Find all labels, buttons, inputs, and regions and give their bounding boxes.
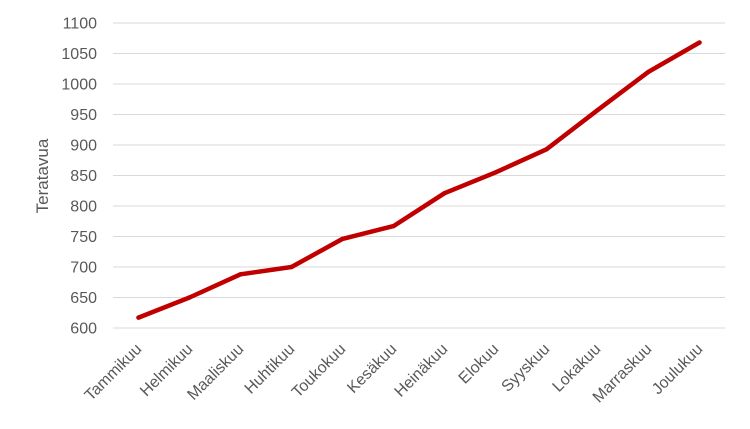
data-point [646, 69, 651, 75]
y-tick-label: 700 [70, 260, 97, 277]
x-tick-label: Elokuu [456, 341, 503, 388]
x-tick-label: Heinäkuu [392, 341, 452, 401]
data-point [595, 108, 600, 113]
y-tick-label: 850 [70, 168, 97, 185]
data-point [442, 190, 447, 196]
x-tick-label: Tammikuu [82, 341, 146, 405]
x-tick-label: Maaliskuu [184, 341, 247, 404]
data-point [391, 223, 396, 229]
y-axis-ticks: 600 650 700 750 800 850 900 950 1000 1050 1100 [61, 16, 97, 338]
series-line [136, 40, 702, 320]
y-tick-label: 1100 [63, 16, 98, 33]
data-point [289, 264, 294, 270]
data-point [493, 170, 498, 175]
x-tick-label: Joulukuu [649, 341, 706, 398]
y-tick-label: 800 [70, 199, 97, 216]
y-tick-label: 650 [70, 290, 97, 307]
data-point [340, 236, 345, 242]
x-axis-ticks: TammikuuHelmikuuMaaliskuuHuhtikuuToukoku… [82, 341, 707, 406]
gridlines [113, 22, 725, 329]
data-point [544, 147, 549, 152]
y-tick-label: 1000 [61, 77, 97, 94]
y-tick-label: 900 [70, 138, 97, 155]
data-point [238, 272, 243, 277]
series-layer [136, 40, 702, 320]
y-tick-label: 750 [70, 229, 97, 246]
y-tick-label: 950 [70, 107, 97, 124]
data-point [697, 40, 702, 45]
y-tick-label: 600 [70, 321, 97, 338]
data-point [187, 295, 192, 300]
y-tick-label: 1050 [61, 46, 97, 63]
x-tick-label: Syyskuu [499, 341, 554, 396]
data-point [136, 315, 141, 320]
y-axis-title: Teratavua [33, 138, 52, 213]
x-tick-label: Toukokuu [289, 341, 349, 401]
